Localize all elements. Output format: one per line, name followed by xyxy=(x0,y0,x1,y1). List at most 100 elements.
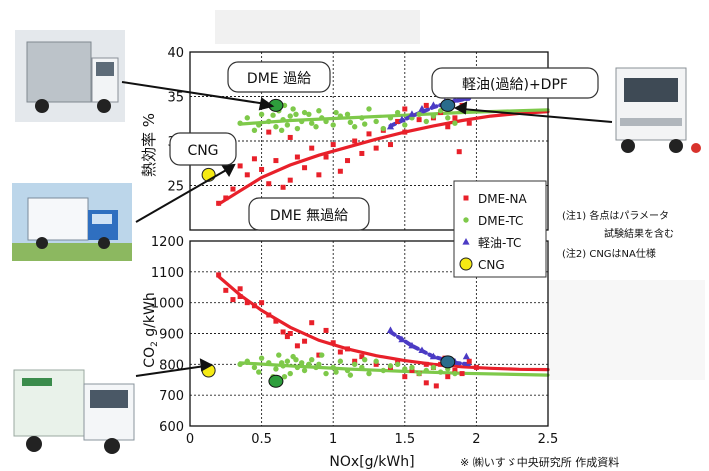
data-point xyxy=(280,329,286,335)
data-point xyxy=(237,294,243,299)
data-point xyxy=(423,367,429,374)
data-point xyxy=(284,334,290,340)
data-point xyxy=(387,142,393,148)
svg-text:DME 無過給: DME 無過給 xyxy=(270,208,348,224)
data-point xyxy=(244,115,250,121)
data-point xyxy=(287,134,293,140)
data-point xyxy=(323,154,329,160)
y-tick-label: 1000 xyxy=(151,297,184,312)
x-tick-label: 2 xyxy=(472,432,480,447)
data-point xyxy=(270,112,276,118)
data-point xyxy=(402,129,408,135)
data-point xyxy=(423,118,429,125)
data-point xyxy=(216,272,222,278)
data-point xyxy=(433,383,439,389)
data-point xyxy=(301,367,308,374)
data-point xyxy=(333,369,339,375)
data-point xyxy=(258,355,265,361)
data-point xyxy=(416,117,422,123)
data-point xyxy=(251,156,257,162)
data-point xyxy=(387,115,394,121)
data-point xyxy=(273,366,279,372)
data-point xyxy=(281,373,288,380)
data-point xyxy=(244,358,250,364)
co2-axis-title: CO2 g/kWh xyxy=(142,292,160,367)
data-point xyxy=(394,109,401,116)
data-point xyxy=(402,366,408,372)
data-point xyxy=(416,370,422,377)
data-point xyxy=(459,371,465,377)
data-point xyxy=(337,349,343,355)
data-point xyxy=(309,145,315,151)
y-tick-label: 1200 xyxy=(151,235,184,250)
data-point xyxy=(298,118,305,125)
data-point xyxy=(256,122,262,128)
data-point xyxy=(287,370,293,377)
data-point xyxy=(316,361,322,368)
data-point xyxy=(437,369,444,375)
data-point xyxy=(237,286,243,292)
data-point xyxy=(309,320,315,326)
data-point xyxy=(319,115,325,121)
callout-dme-na: DME 無過給 xyxy=(248,197,370,231)
data-point xyxy=(387,363,394,369)
callout-dme-tc: DME 過給 xyxy=(227,61,331,93)
data-point xyxy=(230,186,236,192)
note-1-line-1: (注1) 各点はパラメータ xyxy=(562,211,670,222)
x-tick-label: 2.5 xyxy=(538,432,559,447)
data-point xyxy=(395,358,401,364)
data-point xyxy=(266,360,272,366)
data-point xyxy=(408,110,416,117)
data-point xyxy=(394,361,401,368)
legend-marker xyxy=(459,257,473,271)
data-point xyxy=(273,158,279,164)
x-tick-label: 1.5 xyxy=(394,432,415,447)
source-credit: ※ ㈱いすゞ中央研究所 作成資料 xyxy=(460,456,620,469)
svg-text:DME 過給: DME 過給 xyxy=(247,71,311,87)
data-point xyxy=(306,361,312,368)
legend-label: DME-NA xyxy=(478,192,527,206)
data-point xyxy=(380,367,387,374)
data-point xyxy=(402,122,408,128)
truck-photo-dme-na xyxy=(12,183,132,261)
data-point xyxy=(273,124,279,130)
note-2: (注2) CNGはNA仕様 xyxy=(562,249,656,260)
data-point xyxy=(230,297,236,303)
data-point xyxy=(309,357,315,363)
data-point xyxy=(362,121,368,127)
data-point xyxy=(237,361,243,368)
data-point xyxy=(259,166,265,172)
trendline-DME-NA xyxy=(217,110,550,206)
y-tick-label: 900 xyxy=(159,328,184,343)
data-point xyxy=(280,184,286,190)
data-point xyxy=(223,287,229,293)
data-point xyxy=(319,352,325,358)
data-point xyxy=(266,181,272,187)
data-point xyxy=(409,368,415,373)
data-point xyxy=(244,172,250,178)
data-point xyxy=(316,172,322,178)
plot-frame xyxy=(189,240,549,427)
data-point xyxy=(244,300,250,306)
data-point xyxy=(466,120,472,126)
data-point xyxy=(294,125,301,132)
data-point xyxy=(345,158,351,164)
truck-photo-cng xyxy=(8,355,142,465)
efficiency-axis-title: 熱効率 % xyxy=(140,113,158,177)
data-point xyxy=(287,177,293,183)
legend: DME-NA DME-TC 軽油-TC CNG xyxy=(453,180,547,278)
data-point xyxy=(302,338,308,344)
y-tick-label: 700 xyxy=(159,389,184,404)
data-point xyxy=(294,154,300,160)
legend-label: 軽油-TC xyxy=(478,236,521,250)
data-point xyxy=(359,364,365,371)
trendline-DME-TC xyxy=(238,108,550,126)
data-point xyxy=(347,119,354,126)
data-point xyxy=(452,370,458,377)
legend-marker xyxy=(463,195,469,201)
data-point xyxy=(423,380,429,386)
data-point xyxy=(373,145,379,151)
data-point xyxy=(452,115,458,121)
data-point xyxy=(293,357,299,363)
data-point xyxy=(268,374,284,388)
